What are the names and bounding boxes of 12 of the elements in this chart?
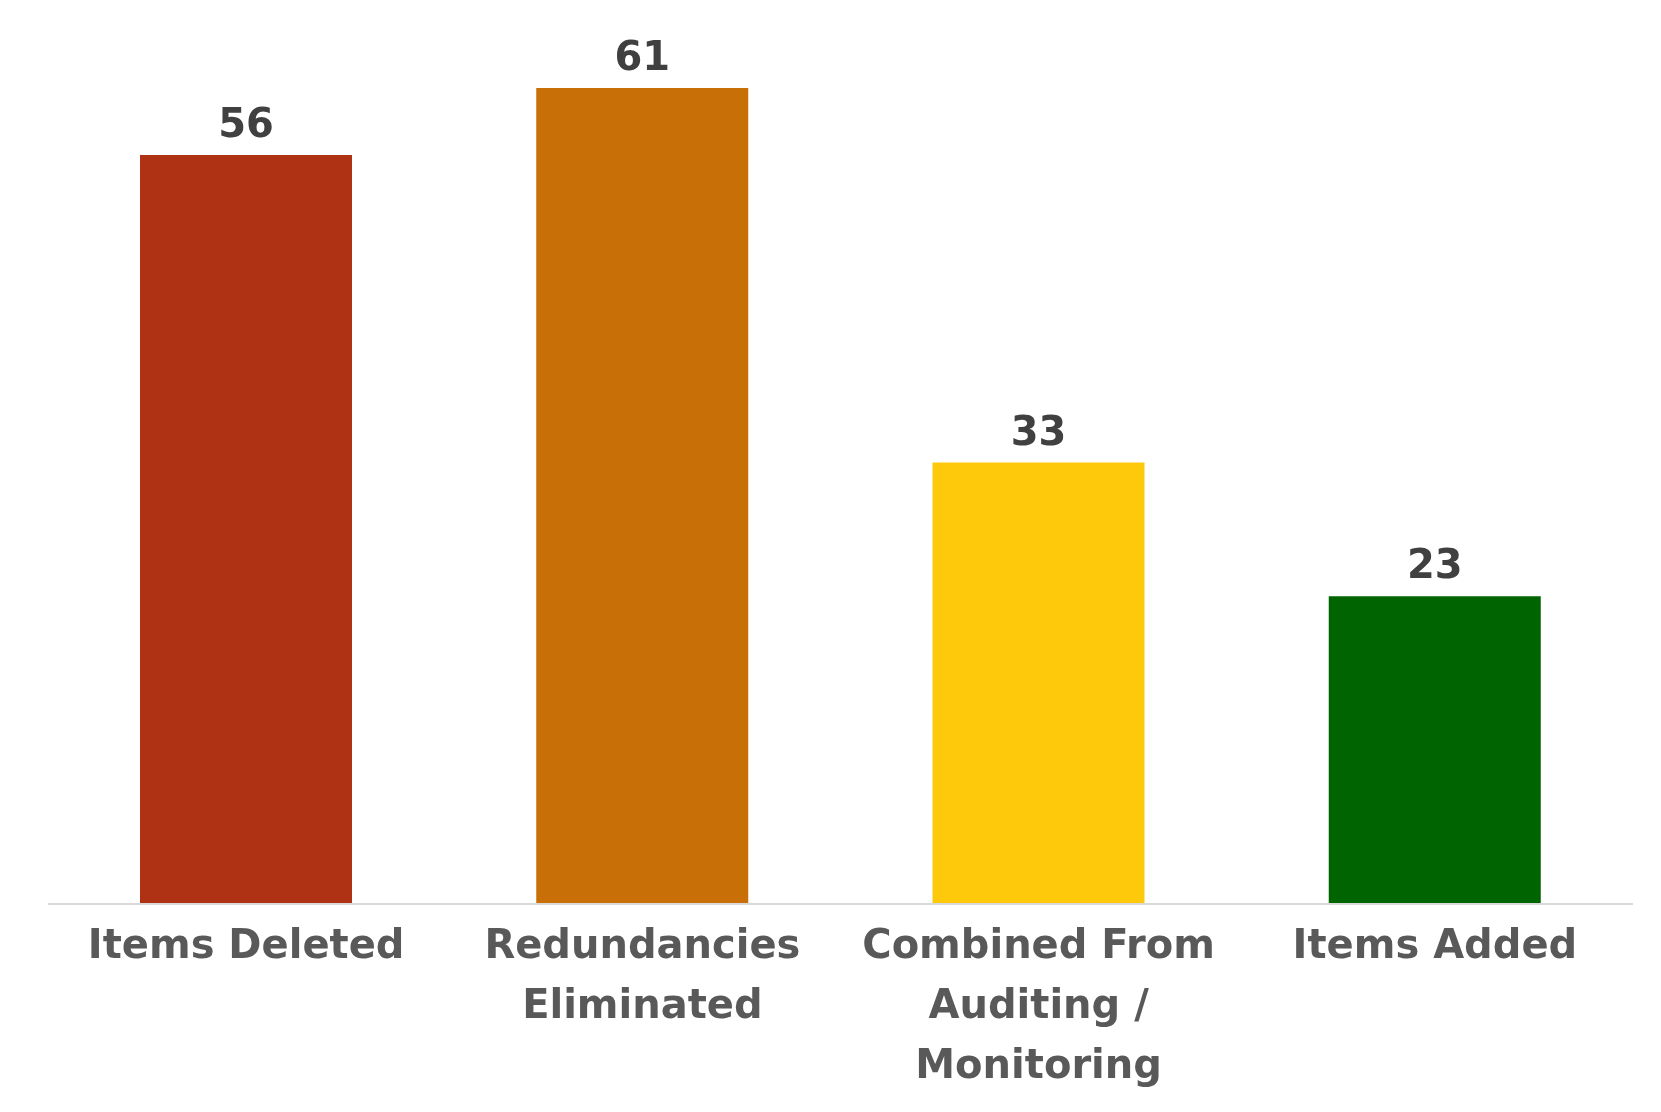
x-tick-label: Items Deleted — [87, 921, 405, 967]
x-tick-label: Redundancies Eliminated — [484, 921, 801, 1027]
data-label: 23 — [1406, 541, 1463, 588]
bar — [1328, 596, 1541, 904]
data-label: 33 — [1010, 407, 1067, 454]
data-label: 61 — [614, 33, 671, 79]
x-tick-label: Combined From Auditing / Monitoring — [862, 921, 1215, 1087]
bar — [140, 154, 352, 904]
x-tick-label: Items Added — [1292, 921, 1578, 967]
bar — [536, 88, 749, 904]
bar — [932, 462, 1145, 904]
data-label: 56 — [218, 99, 274, 146]
